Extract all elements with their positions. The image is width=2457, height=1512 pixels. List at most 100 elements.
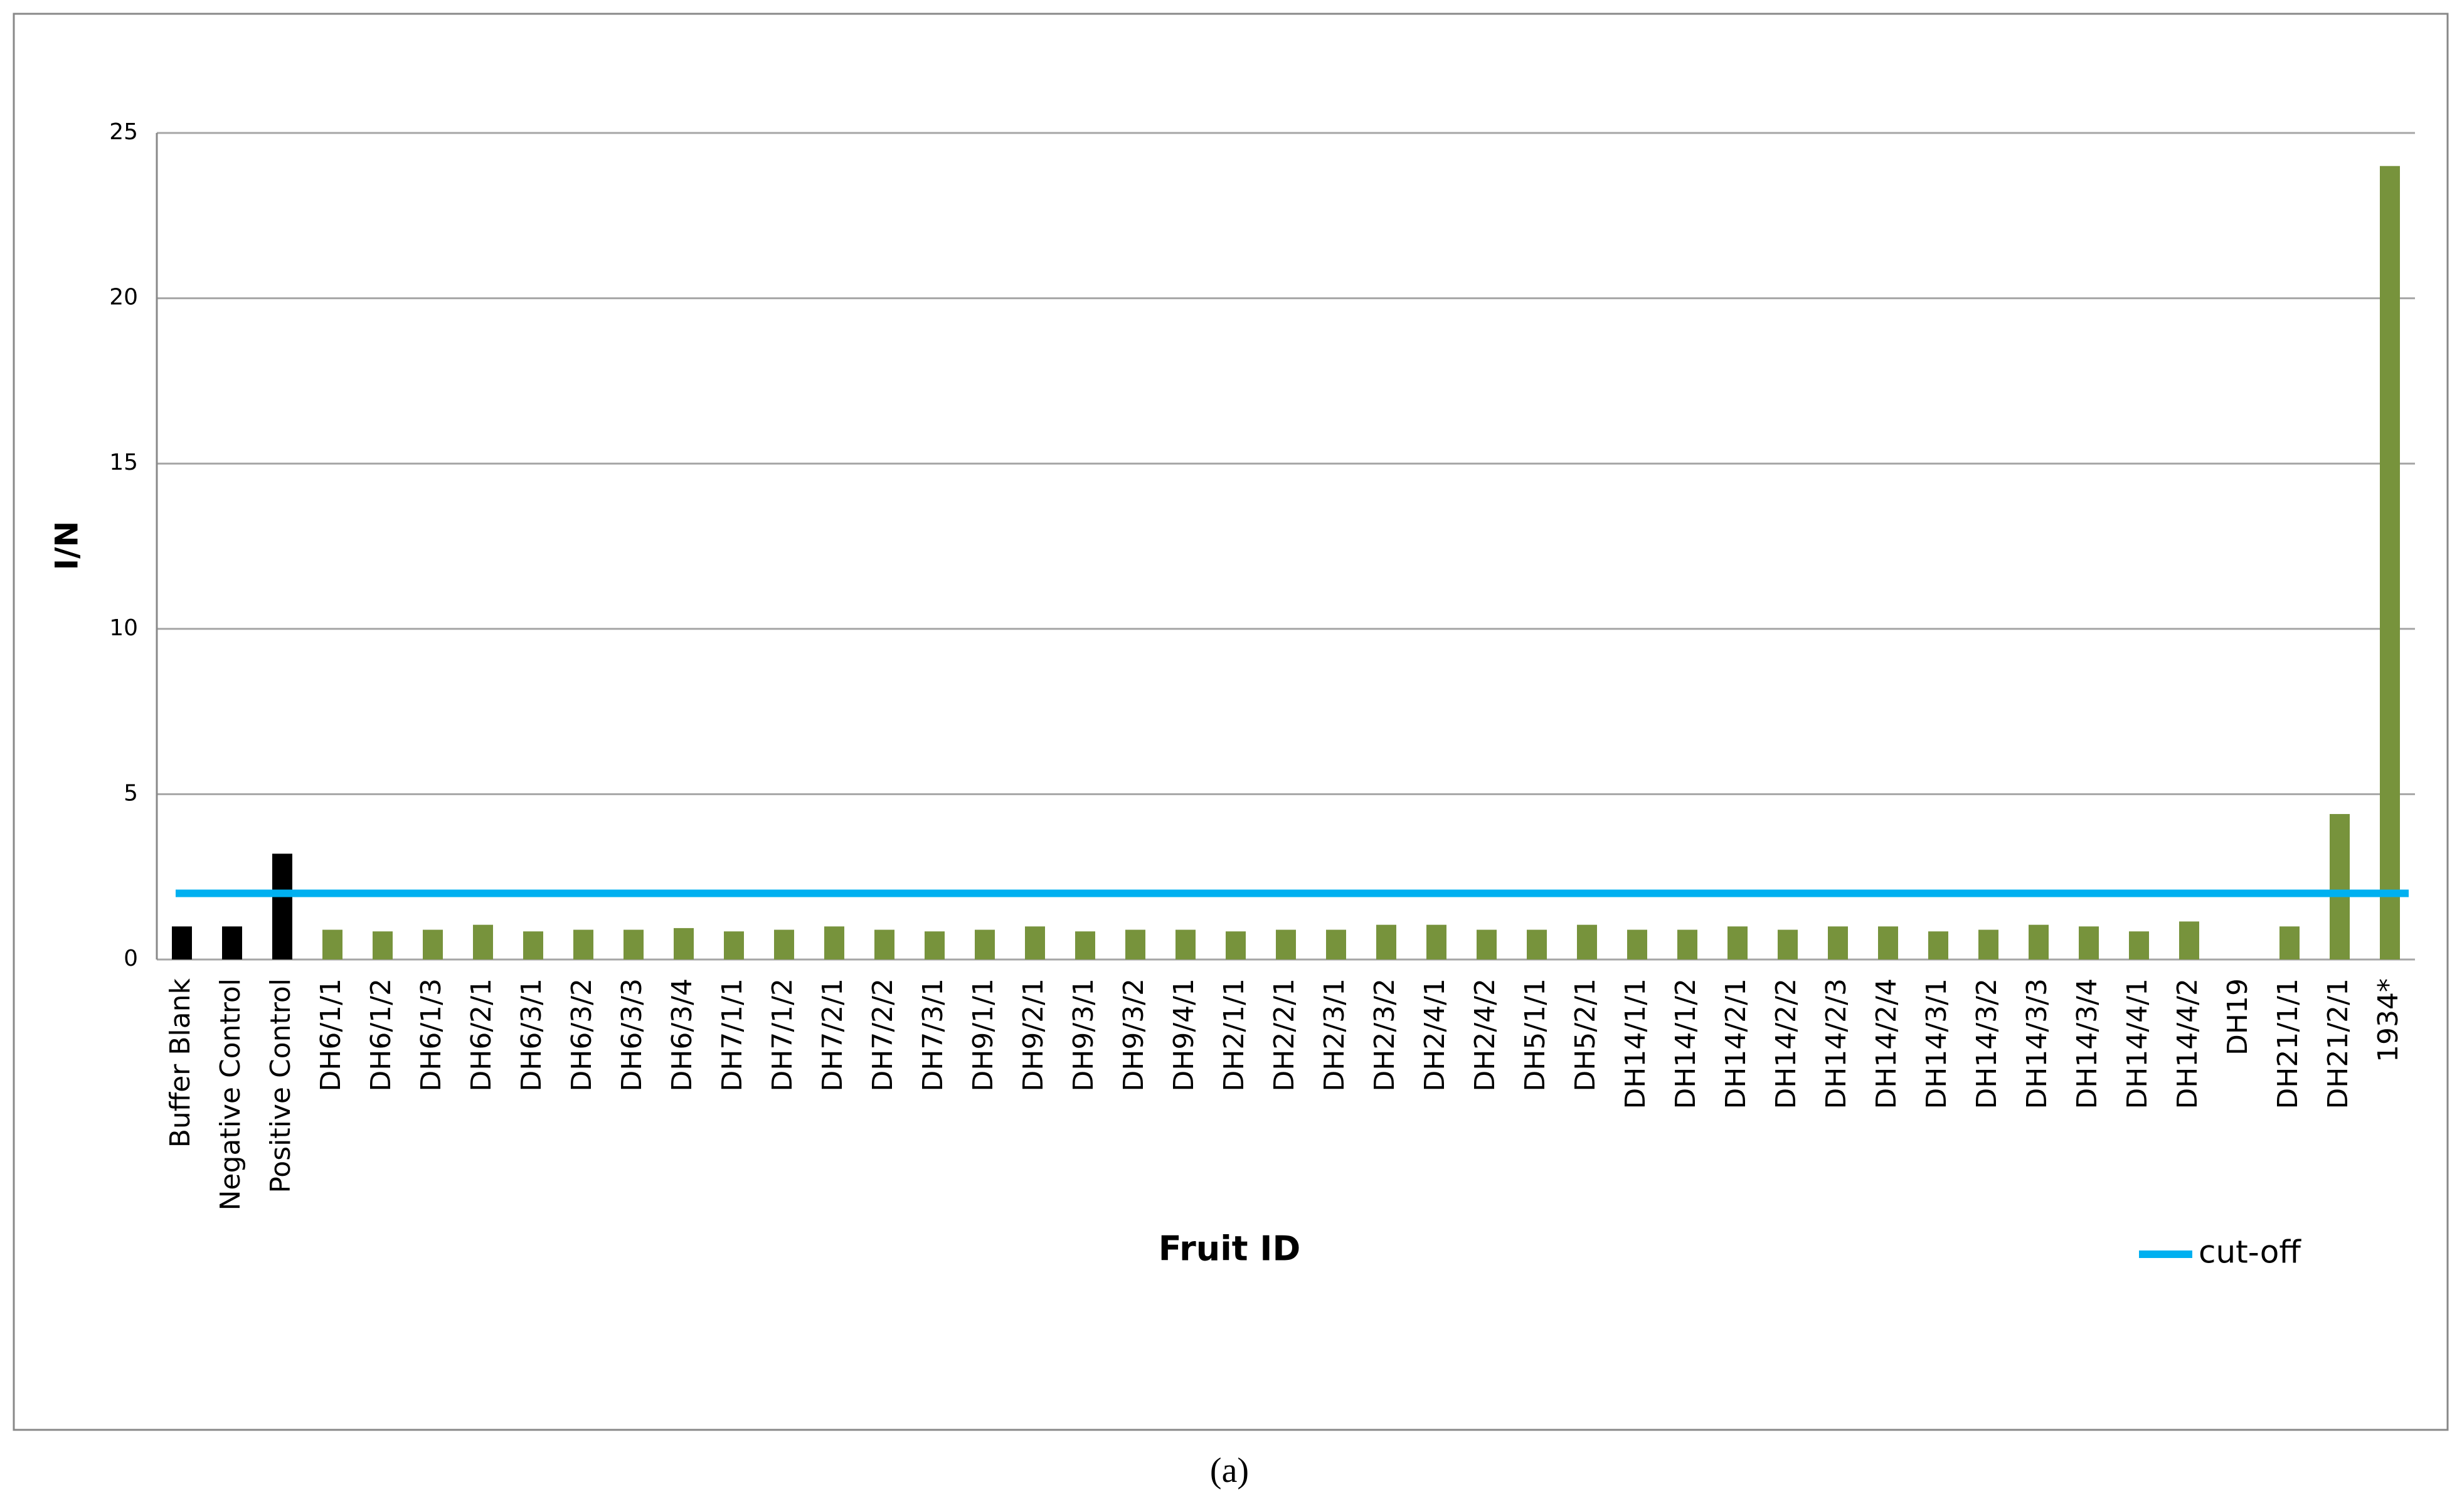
x-tick-label: DH14/4/2 [2172, 978, 2204, 1109]
bar [2129, 931, 2149, 960]
x-tick-label: DH9/3/2 [1118, 978, 1150, 1092]
x-tick-label: DH14/1/1 [1620, 978, 1652, 1109]
bar [1125, 929, 1145, 960]
bar [2029, 924, 2049, 960]
x-tick-label: DH19 [2222, 978, 2254, 1055]
bar [222, 926, 242, 960]
caption: (a) [1210, 1451, 1249, 1490]
x-tick-label: DH7/2/2 [867, 978, 899, 1092]
chart-frame [13, 13, 2449, 1431]
bar [1276, 929, 1296, 960]
bar [523, 931, 543, 960]
y-tick-label: 15 [109, 450, 138, 475]
bar [874, 929, 894, 960]
x-tick-label: DH14/3/3 [2021, 978, 2053, 1109]
x-tick-label: DH21/2/1 [2322, 978, 2354, 1109]
bar [1828, 926, 1848, 960]
x-tick-label: DH7/1/2 [767, 978, 799, 1092]
bar [1627, 929, 1647, 960]
bar [1878, 926, 1898, 960]
bar [2079, 926, 2099, 960]
bar [1978, 929, 1998, 960]
bar [624, 929, 644, 960]
bar [1226, 931, 1246, 960]
x-tick-label: DH14/3/2 [1971, 978, 2003, 1109]
bar [1477, 929, 1497, 960]
bar [1778, 929, 1798, 960]
y-tick-label: 10 [109, 615, 138, 641]
bar [1727, 926, 1748, 960]
bar [373, 931, 393, 960]
bar [272, 854, 292, 960]
x-tick-label: Positive Control [265, 978, 297, 1193]
bar [1527, 929, 1547, 960]
y-axis-label: I/N [49, 521, 85, 571]
bar [473, 924, 493, 960]
x-tick-label: DH2/2/1 [1268, 978, 1300, 1092]
bar [423, 929, 443, 960]
bar [724, 931, 744, 960]
x-tick-label: DH9/1/1 [967, 978, 999, 1092]
bar [573, 929, 593, 960]
bar [2279, 926, 2300, 960]
x-tick-label: DH5/2/1 [1569, 978, 1601, 1092]
legend-label: cut-off [2199, 1234, 2301, 1271]
x-tick-label: DH6/3/4 [666, 978, 698, 1092]
y-tick-label: 5 [124, 780, 138, 806]
x-tick-label: DH7/2/1 [817, 978, 849, 1092]
x-tick-label: DH6/2/1 [465, 978, 497, 1092]
bar [925, 931, 945, 960]
bar [824, 926, 844, 960]
x-tick-label: DH14/2/3 [1820, 978, 1852, 1109]
bar [1175, 929, 1196, 960]
bar [1577, 924, 1597, 960]
x-tick-label: DH2/1/1 [1218, 978, 1250, 1092]
x-tick-label: DH14/2/1 [1720, 978, 1752, 1109]
x-tick-label: DH2/4/2 [1469, 978, 1501, 1092]
x-tick-label: DH9/4/1 [1168, 978, 1200, 1092]
x-tick-label: DH7/3/1 [917, 978, 949, 1092]
x-tick-label: DH9/2/1 [1017, 978, 1049, 1092]
bar [674, 928, 694, 960]
bar [2179, 921, 2199, 960]
bar [1426, 924, 1446, 960]
x-tick-label: DH14/2/2 [1770, 978, 1802, 1109]
x-tick-label: DH14/1/2 [1670, 978, 1702, 1109]
bar [322, 929, 342, 960]
bar [774, 929, 794, 960]
x-tick-label: DH2/3/1 [1319, 978, 1351, 1092]
y-tick-label: 20 [109, 285, 138, 310]
x-tick-label: DH7/1/1 [716, 978, 748, 1092]
y-tick-label: 25 [109, 119, 138, 145]
x-tick-label: DH6/1/1 [315, 978, 347, 1092]
bar [1075, 931, 1095, 960]
x-tick-label: 1934* [2372, 978, 2404, 1062]
x-tick-label: DH2/4/1 [1419, 978, 1451, 1092]
x-tick-label: DH14/4/1 [2121, 978, 2153, 1109]
bar [2380, 166, 2400, 960]
x-tick-label: DH6/1/2 [365, 978, 397, 1092]
y-tick-label: 0 [124, 946, 138, 971]
bar [1376, 924, 1396, 960]
x-tick-label: Negative Control [215, 978, 247, 1211]
x-tick-label: DH14/3/4 [2071, 978, 2103, 1109]
bar [1928, 931, 1948, 960]
bar [1326, 929, 1346, 960]
x-axis-label: Fruit ID [1159, 1229, 1301, 1269]
x-tick-label: DH6/3/3 [616, 978, 648, 1092]
bar [2330, 814, 2350, 960]
x-tick-label: DH21/1/1 [2272, 978, 2304, 1109]
x-tick-label: DH14/3/1 [1921, 978, 1953, 1109]
x-tick-label: DH2/3/2 [1369, 978, 1401, 1092]
x-tick-label: DH5/1/1 [1519, 978, 1551, 1092]
bar [1025, 926, 1045, 960]
x-tick-label: DH6/3/2 [566, 978, 598, 1092]
bar [975, 929, 995, 960]
x-tick-label: DH6/3/1 [516, 978, 548, 1092]
x-tick-label: DH9/3/1 [1068, 978, 1100, 1092]
x-tick-label: DH6/1/3 [415, 978, 447, 1092]
x-tick-label: DH14/2/4 [1871, 978, 1902, 1109]
bar [1677, 929, 1697, 960]
x-tick-label: Buffer Blank [164, 978, 196, 1148]
